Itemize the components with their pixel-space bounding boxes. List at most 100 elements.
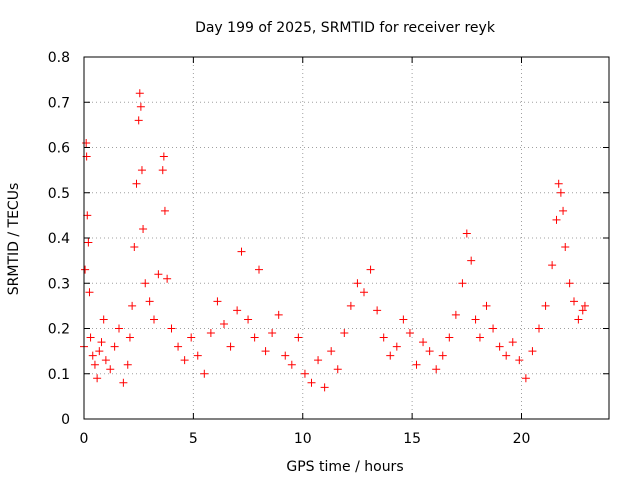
data-point xyxy=(200,369,209,378)
y-tick-label: 0.8 xyxy=(48,50,70,66)
data-point xyxy=(97,338,106,347)
data-point xyxy=(548,261,557,270)
data-point xyxy=(150,315,158,324)
data-point xyxy=(475,333,484,342)
x-tick-label: 15 xyxy=(403,431,421,447)
y-tick-label: 0.7 xyxy=(48,95,70,111)
data-point xyxy=(268,329,277,338)
data-point xyxy=(462,229,471,238)
data-point xyxy=(135,89,144,98)
data-point xyxy=(237,247,246,256)
data-point xyxy=(163,274,172,283)
data-point xyxy=(495,342,504,351)
x-tick-label: 20 xyxy=(513,431,531,447)
data-point xyxy=(123,360,132,369)
data-point xyxy=(106,365,115,374)
x-tick-label: 0 xyxy=(80,431,89,447)
data-point xyxy=(274,310,283,319)
data-point xyxy=(82,138,91,147)
data-point xyxy=(565,279,574,288)
data-point xyxy=(88,351,97,360)
data-point xyxy=(125,333,134,342)
data-point xyxy=(346,301,355,310)
data-point xyxy=(580,301,589,310)
data-point xyxy=(515,356,524,365)
data-point xyxy=(451,310,460,319)
data-point xyxy=(132,179,141,188)
data-point xyxy=(458,279,467,288)
data-point xyxy=(405,329,414,338)
y-tick-label: 0.2 xyxy=(48,322,70,338)
data-point xyxy=(570,297,578,306)
data-point xyxy=(180,356,189,365)
data-point xyxy=(386,351,395,360)
data-point xyxy=(360,288,368,297)
data-point xyxy=(489,324,498,333)
data-point xyxy=(412,360,421,369)
data-point xyxy=(281,351,290,360)
data-point xyxy=(502,351,511,360)
data-point xyxy=(193,351,202,360)
grid xyxy=(84,57,609,419)
data-point xyxy=(119,378,128,387)
data-point xyxy=(83,211,92,220)
data-point xyxy=(528,347,537,356)
data-point xyxy=(333,365,342,374)
data-point xyxy=(482,301,491,310)
data-point xyxy=(425,347,434,356)
data-point xyxy=(174,342,183,351)
data-point xyxy=(220,319,228,328)
data-point xyxy=(432,365,441,374)
data-point xyxy=(139,224,148,233)
data-point xyxy=(206,329,215,338)
ticks: 0 0.1 0.2 0.3 0.4 0.5 0.6 0.7 0.8 0 5 10 15 20 xyxy=(48,50,609,447)
x-axis-label: GPS time / hours xyxy=(286,459,403,475)
data-point xyxy=(160,206,169,215)
data-point xyxy=(130,243,139,252)
data-points xyxy=(80,89,589,392)
data-point xyxy=(541,301,550,310)
data-point xyxy=(379,333,388,342)
data-point xyxy=(373,306,382,315)
data-point xyxy=(574,315,583,324)
y-tick-label: 0 xyxy=(61,412,70,428)
data-point xyxy=(300,369,309,378)
data-point xyxy=(115,324,123,333)
data-point xyxy=(556,188,565,197)
data-point xyxy=(340,329,349,338)
data-point xyxy=(561,243,570,252)
y-tick-label: 0.1 xyxy=(48,367,70,383)
data-point xyxy=(261,347,270,356)
data-point xyxy=(307,378,316,387)
data-point xyxy=(419,338,428,347)
data-point xyxy=(110,342,119,351)
data-point xyxy=(244,315,253,324)
data-point xyxy=(392,342,401,351)
data-point xyxy=(438,351,447,360)
data-point xyxy=(90,360,99,369)
y-tick-label: 0.3 xyxy=(48,276,70,292)
data-point xyxy=(554,179,563,188)
data-point xyxy=(167,324,176,333)
data-point xyxy=(158,166,167,175)
data-point xyxy=(93,374,102,383)
data-point xyxy=(99,315,108,324)
data-point xyxy=(101,356,110,365)
chart-title: Day 199 of 2025, SRMTID for receiver rey… xyxy=(195,20,496,36)
data-point xyxy=(250,333,259,342)
data-point xyxy=(471,315,480,324)
data-point xyxy=(559,206,568,215)
data-point xyxy=(128,301,137,310)
data-point xyxy=(467,256,476,265)
data-point xyxy=(84,238,93,247)
y-tick-label: 0.5 xyxy=(48,186,70,202)
data-point xyxy=(578,306,587,315)
x-tick-label: 10 xyxy=(294,431,312,447)
data-point xyxy=(508,338,517,347)
data-point xyxy=(137,166,146,175)
data-point xyxy=(521,374,530,383)
data-point xyxy=(141,279,150,288)
data-point xyxy=(255,265,263,274)
plot-frame xyxy=(83,56,610,420)
